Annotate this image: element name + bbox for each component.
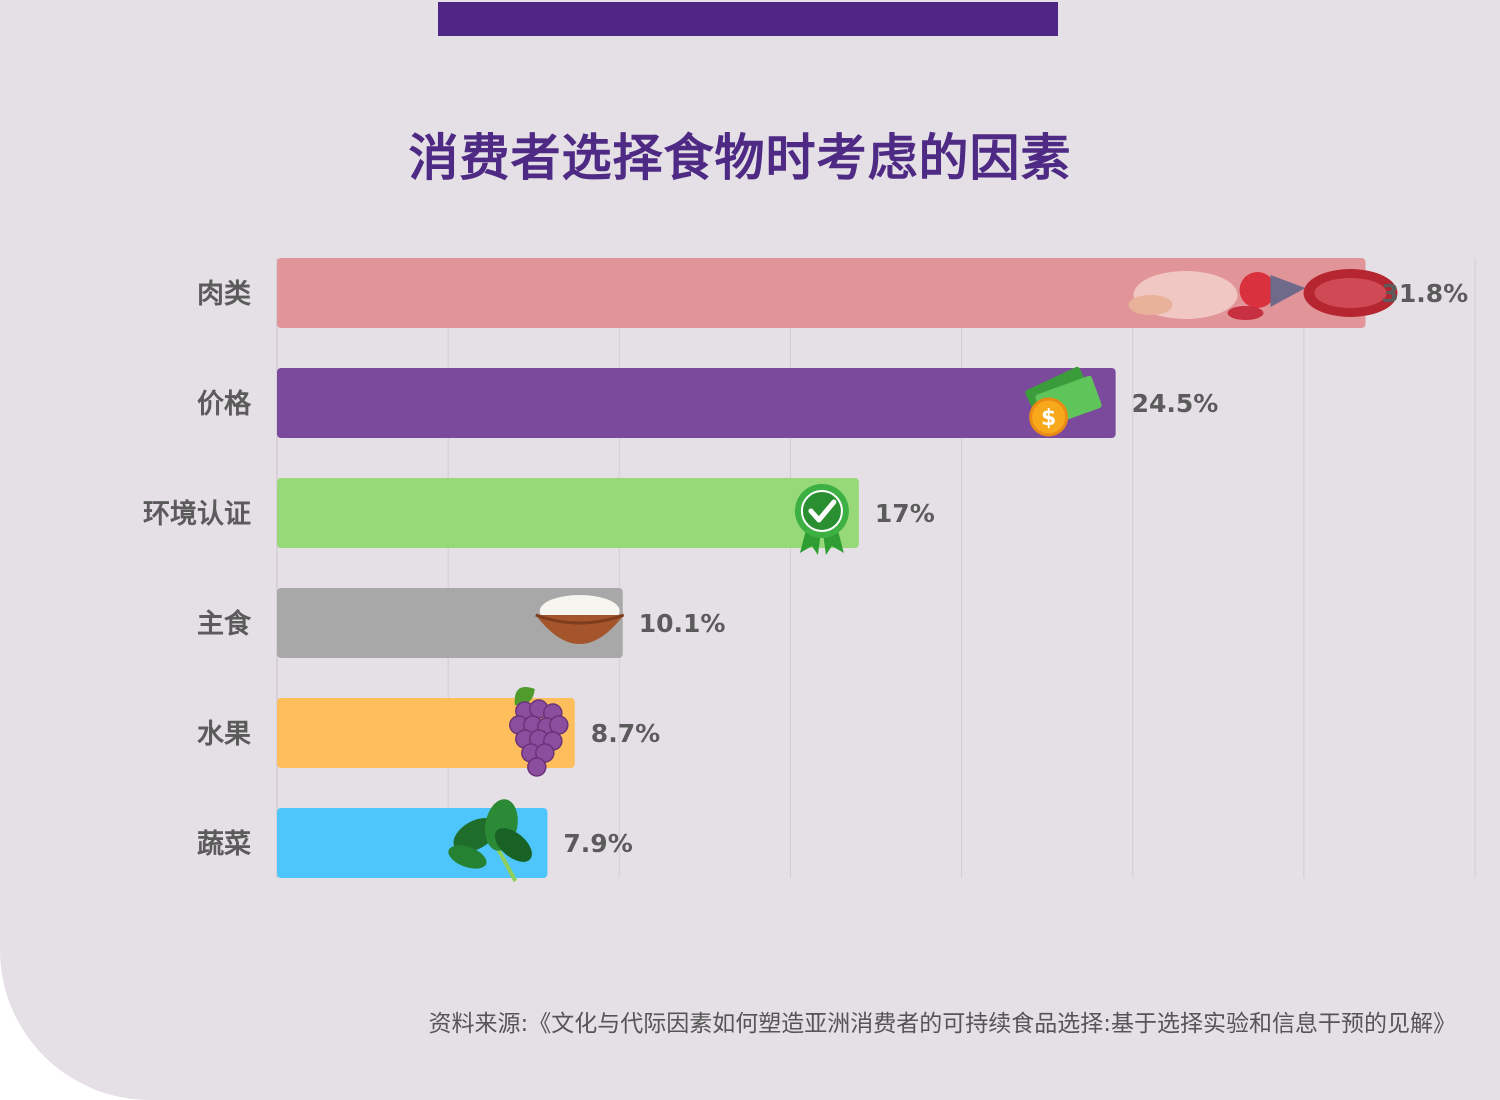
value-label: 17% bbox=[875, 499, 935, 528]
value-label: 31.8% bbox=[1382, 279, 1469, 308]
bowl-rim-shape bbox=[535, 613, 625, 625]
header-band bbox=[438, 2, 1058, 36]
category-label: 水果 bbox=[197, 719, 251, 750]
chart-title: 消费者选择食物时考虑的因素 bbox=[408, 129, 1072, 187]
ham-shape bbox=[1239, 272, 1276, 308]
chicken-leg-shape bbox=[1128, 295, 1173, 315]
leaf-shape bbox=[448, 845, 487, 869]
rice-bowl-icon bbox=[535, 595, 625, 644]
money-icon: $ bbox=[1025, 366, 1102, 437]
steak-marbling-shape bbox=[1314, 278, 1387, 308]
grape-shape bbox=[527, 757, 547, 777]
source-note: 资料来源:《文化与代际因素如何塑造亚洲消费者的可持续食品选择:基于选择实验和信息… bbox=[428, 1011, 1457, 1037]
grid-lines bbox=[276, 258, 1476, 878]
salami-shape bbox=[1227, 306, 1264, 320]
bar bbox=[277, 478, 859, 548]
bar bbox=[277, 258, 1366, 328]
category-label: 价格 bbox=[197, 389, 252, 420]
bar bbox=[277, 588, 623, 658]
meat-icon bbox=[1128, 269, 1398, 320]
bar bbox=[277, 368, 1116, 438]
grape-leaf-shape bbox=[514, 687, 535, 706]
value-label: 8.7% bbox=[591, 719, 660, 748]
category-label: 环境认证 bbox=[143, 499, 251, 530]
bar bbox=[277, 698, 575, 768]
grapes-icon bbox=[509, 687, 569, 777]
coin-symbol: $ bbox=[1041, 406, 1056, 431]
category-label: 蔬菜 bbox=[197, 829, 251, 860]
badge-inner-shape bbox=[800, 490, 843, 532]
value-label: 7.9% bbox=[563, 829, 632, 858]
category-label: 肉类 bbox=[197, 279, 251, 310]
value-label: 24.5% bbox=[1132, 389, 1219, 418]
value-label: 10.1% bbox=[639, 609, 726, 638]
coin-shape bbox=[1029, 397, 1069, 437]
ham-bone-shape bbox=[1270, 275, 1306, 307]
spinach-icon bbox=[448, 799, 532, 882]
leaf-shape bbox=[494, 828, 532, 862]
certified-badge-icon bbox=[794, 484, 849, 555]
checkmark-shape bbox=[808, 499, 837, 523]
category-label: 主食 bbox=[197, 608, 252, 640]
